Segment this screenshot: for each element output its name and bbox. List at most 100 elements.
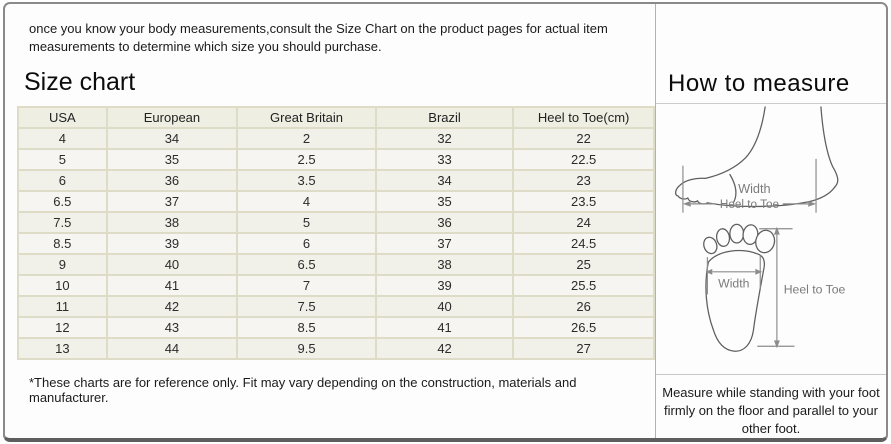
size-cell: 35: [105, 148, 239, 172]
foot-toes-line: [674, 177, 708, 205]
size-cell: 12: [17, 316, 108, 340]
column-header: European: [105, 106, 239, 130]
toe-small-icon: [702, 236, 718, 254]
size-cell: 39: [105, 232, 239, 256]
size-cell: 4: [236, 190, 377, 214]
table-row: 6.5 37 4 35 23.5: [17, 190, 655, 214]
size-cell: 7: [236, 274, 377, 298]
measure-diagrams: Width Heel to Toe: [656, 104, 886, 376]
side-width-label: Width: [738, 181, 771, 196]
foot-sole-line: [706, 186, 835, 208]
size-cell: 33: [374, 148, 515, 172]
arrow-right-icon: [807, 200, 816, 207]
size-cell: 3.5: [236, 169, 377, 193]
size-cell: 40: [105, 253, 239, 277]
side-length-label: Heel to Toe: [719, 198, 778, 211]
size-cell: 11: [17, 295, 108, 319]
foot-top-view-diagram: Width Heel to Toe: [702, 223, 845, 352]
foot-side-view-diagram: Width Heel to Toe: [674, 106, 838, 213]
toe-icon: [715, 227, 730, 247]
table-row: 6 36 3.5 34 23: [17, 169, 655, 193]
size-cell: 24: [512, 211, 655, 235]
size-cell: 6.5: [236, 253, 377, 277]
table-row: 8.5 39 6 37 24.5: [17, 232, 655, 256]
arrow-down-icon: [773, 339, 780, 348]
size-cell: 37: [105, 190, 239, 214]
size-cell: 27: [512, 337, 655, 361]
table-row: 10 41 7 39 25.5: [17, 274, 655, 298]
size-cell: 9: [17, 253, 108, 277]
size-cell: 44: [105, 337, 239, 361]
size-cell: 36: [105, 169, 239, 193]
size-cell: 34: [105, 127, 239, 151]
size-cell: 38: [105, 211, 239, 235]
size-cell: 32: [374, 127, 515, 151]
size-cell: 2: [236, 127, 377, 151]
column-header: Brazil: [374, 106, 515, 130]
size-cell: 22: [512, 127, 655, 151]
size-chart-panel: once you know your body measurements,con…: [5, 4, 655, 438]
size-cell: 8.5: [17, 232, 108, 256]
arrow-left-icon: [704, 268, 712, 275]
size-cell: 37: [374, 232, 515, 256]
table-row: 7.5 38 5 36 24: [17, 211, 655, 235]
size-cell: 4: [17, 127, 108, 151]
size-cell: 24.5: [512, 232, 655, 256]
size-cell: 35: [374, 190, 515, 214]
size-cell: 8.5: [236, 316, 377, 340]
table-row: 4 34 2 32 22: [17, 127, 655, 151]
size-conversion-table: USA European Great Britain Brazil Heel to To…: [17, 106, 655, 361]
size-cell: 38: [374, 253, 515, 277]
size-cell: 43: [105, 316, 239, 340]
size-cell: 5: [236, 211, 377, 235]
size-cell: 26: [512, 295, 655, 319]
intro-text: once you know your body measurements,con…: [29, 21, 608, 55]
size-cell: 41: [105, 274, 239, 298]
size-cell: 42: [374, 337, 515, 361]
size-cell: 6: [236, 232, 377, 256]
toe-icon: [728, 223, 744, 244]
column-header: Great Britain: [236, 106, 377, 130]
header-row: USA European Great Britain Brazil Heel to To…: [17, 106, 655, 130]
size-cell: 23.5: [512, 190, 655, 214]
size-cell: 13: [17, 337, 108, 361]
size-cell: 9.5: [236, 337, 377, 361]
foot-instep-line: [704, 106, 766, 180]
foot-width-crease: [728, 173, 736, 203]
size-cell: 36: [374, 211, 515, 235]
column-header: Heel to Toe(cm): [512, 106, 655, 130]
size-chart-title: Size chart: [24, 67, 136, 96]
size-cell: 2.5: [236, 148, 377, 172]
size-cell: 6.5: [17, 190, 108, 214]
size-cell: 6: [17, 169, 108, 193]
table-body: 4 34 2 32 22 5 35 2.5 33 22.5 6 36 3.5 34 23 6.5 37 4 35 23…: [17, 127, 655, 361]
foot-heel-line: [819, 106, 838, 188]
table-row: 12 43 8.5 41 26.5: [17, 316, 655, 340]
size-cell: 10: [17, 274, 108, 298]
size-cell: 5: [17, 148, 108, 172]
table-row: 11 42 7.5 40 26: [17, 295, 655, 319]
arrow-up-icon: [773, 226, 780, 235]
table-row: 9 40 6.5 38 25: [17, 253, 655, 277]
size-cell: 34: [374, 169, 515, 193]
how-to-measure-title: How to measure: [656, 4, 886, 104]
size-cell: 7.5: [17, 211, 108, 235]
top-length-label: Heel to Toe: [783, 282, 845, 296]
arrow-right-icon: [754, 268, 762, 275]
size-cell: 41: [374, 316, 515, 340]
column-header: USA: [17, 106, 108, 130]
size-cell: 7.5: [236, 295, 377, 319]
how-to-measure-panel: How to measure Width Heel to Toe: [655, 4, 886, 438]
measure-note: Measure while standing with your foot fi…: [662, 385, 880, 437]
table-row: 13 44 9.5 42 27: [17, 337, 655, 361]
table-row: 5 35 2.5 33 22.5: [17, 148, 655, 172]
size-cell: 25.5: [512, 274, 655, 298]
big-toe-icon: [754, 229, 775, 253]
size-cell: 22.5: [512, 148, 655, 172]
size-cell: 26.5: [512, 316, 655, 340]
page-frame: once you know your body measurements,con…: [3, 2, 888, 442]
size-cell: 42: [105, 295, 239, 319]
arrow-left-icon: [682, 200, 691, 207]
size-cell: 40: [374, 295, 515, 319]
reference-footnote: *These charts are for reference only. Fi…: [29, 375, 577, 406]
